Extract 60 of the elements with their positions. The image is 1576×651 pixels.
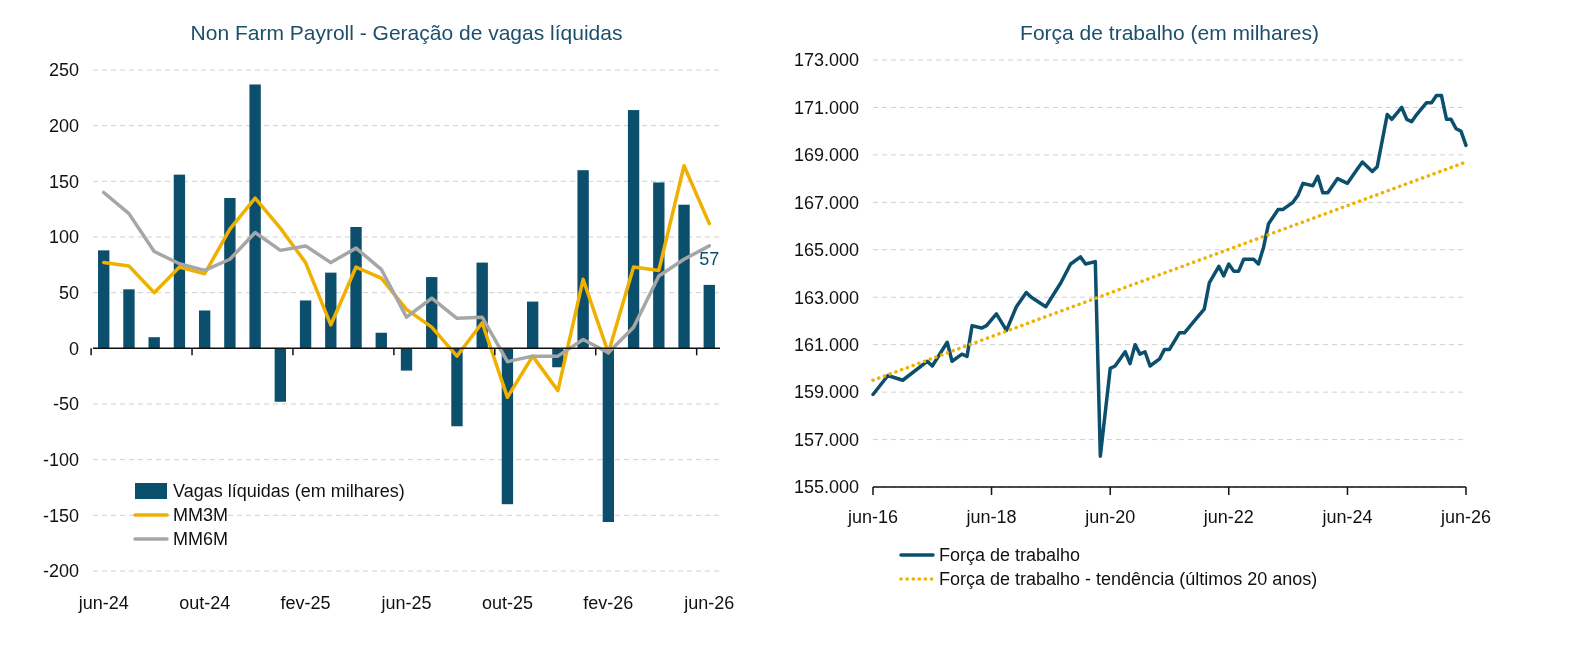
y-tick-label: 150 (48, 171, 79, 192)
bar (678, 204, 690, 349)
bar (123, 289, 135, 349)
y-tick-label: 200 (48, 115, 79, 136)
bar (451, 348, 463, 427)
y-tick-label: 161.000 (793, 334, 859, 355)
y-tick-label: 0 (68, 338, 79, 359)
y-tick-label: 165.000 (793, 240, 859, 261)
x-tick-label: jun-26 (683, 593, 735, 613)
legend-label: Vagas líquidas (em milhares) (173, 481, 405, 502)
y-tick-label: 50 (58, 282, 79, 303)
bar (350, 226, 362, 349)
y-tick-label: -100 (42, 449, 79, 470)
legend-label: Força de trabalho - tendência (últimos 20 anos) (939, 569, 1318, 590)
y-tick-label: -50 (52, 394, 79, 415)
bar (198, 310, 211, 349)
chart-title: Força de trabalho (em milhares) (1020, 21, 1319, 44)
bar (602, 348, 615, 523)
bar (274, 348, 287, 402)
y-tick-label: -200 (42, 561, 79, 582)
y-tick-label: 167.000 (793, 192, 859, 213)
bar (703, 284, 715, 349)
y-tick-label: 100 (48, 227, 79, 248)
y-tick-label: -150 (42, 505, 79, 526)
bar (627, 110, 640, 349)
y-tick-label: 173.000 (793, 50, 859, 71)
bar (299, 300, 312, 349)
y-tick-label: 163.000 (793, 287, 859, 308)
bar (526, 301, 539, 349)
bar (375, 332, 387, 349)
y-tick-label: 155.000 (793, 477, 859, 498)
legend-label: MM6M (173, 529, 228, 550)
legend-label: MM3M (173, 505, 228, 526)
x-tick-label: jun-25 (380, 593, 432, 613)
y-tick-label: 171.000 (793, 97, 859, 118)
bar (249, 84, 261, 349)
bar (148, 337, 160, 349)
x-tick-label: jun-26 (1439, 507, 1492, 527)
y-tick-label: 169.000 (793, 145, 859, 166)
bar (224, 198, 236, 349)
x-tick-label: jun-22 (1202, 507, 1254, 527)
x-tick-label: fev-26 (583, 593, 634, 613)
x-tick-label: fev-25 (280, 593, 331, 613)
y-tick-label: 157.000 (793, 429, 859, 450)
x-tick-label: out-24 (179, 593, 231, 613)
x-tick-label: jun-16 (846, 507, 899, 527)
y-tick-label: 250 (48, 60, 79, 81)
x-tick-label: out-25 (481, 593, 533, 613)
bar (173, 174, 186, 349)
legend-label: Força de trabalho (939, 545, 1081, 566)
bar (400, 348, 413, 371)
bar (98, 250, 110, 349)
chart-title: Non Farm Payroll - Geração de vagas líquidas (190, 21, 623, 44)
x-tick-label: jun-24 (1321, 507, 1373, 527)
x-tick-label: jun-18 (965, 507, 1017, 527)
x-tick-label: jun-24 (77, 593, 129, 613)
x-tick-label: jun-20 (1084, 507, 1136, 527)
data-label: 57 (699, 248, 720, 269)
y-tick-label: 159.000 (793, 382, 859, 403)
line-series (871, 93, 1468, 458)
